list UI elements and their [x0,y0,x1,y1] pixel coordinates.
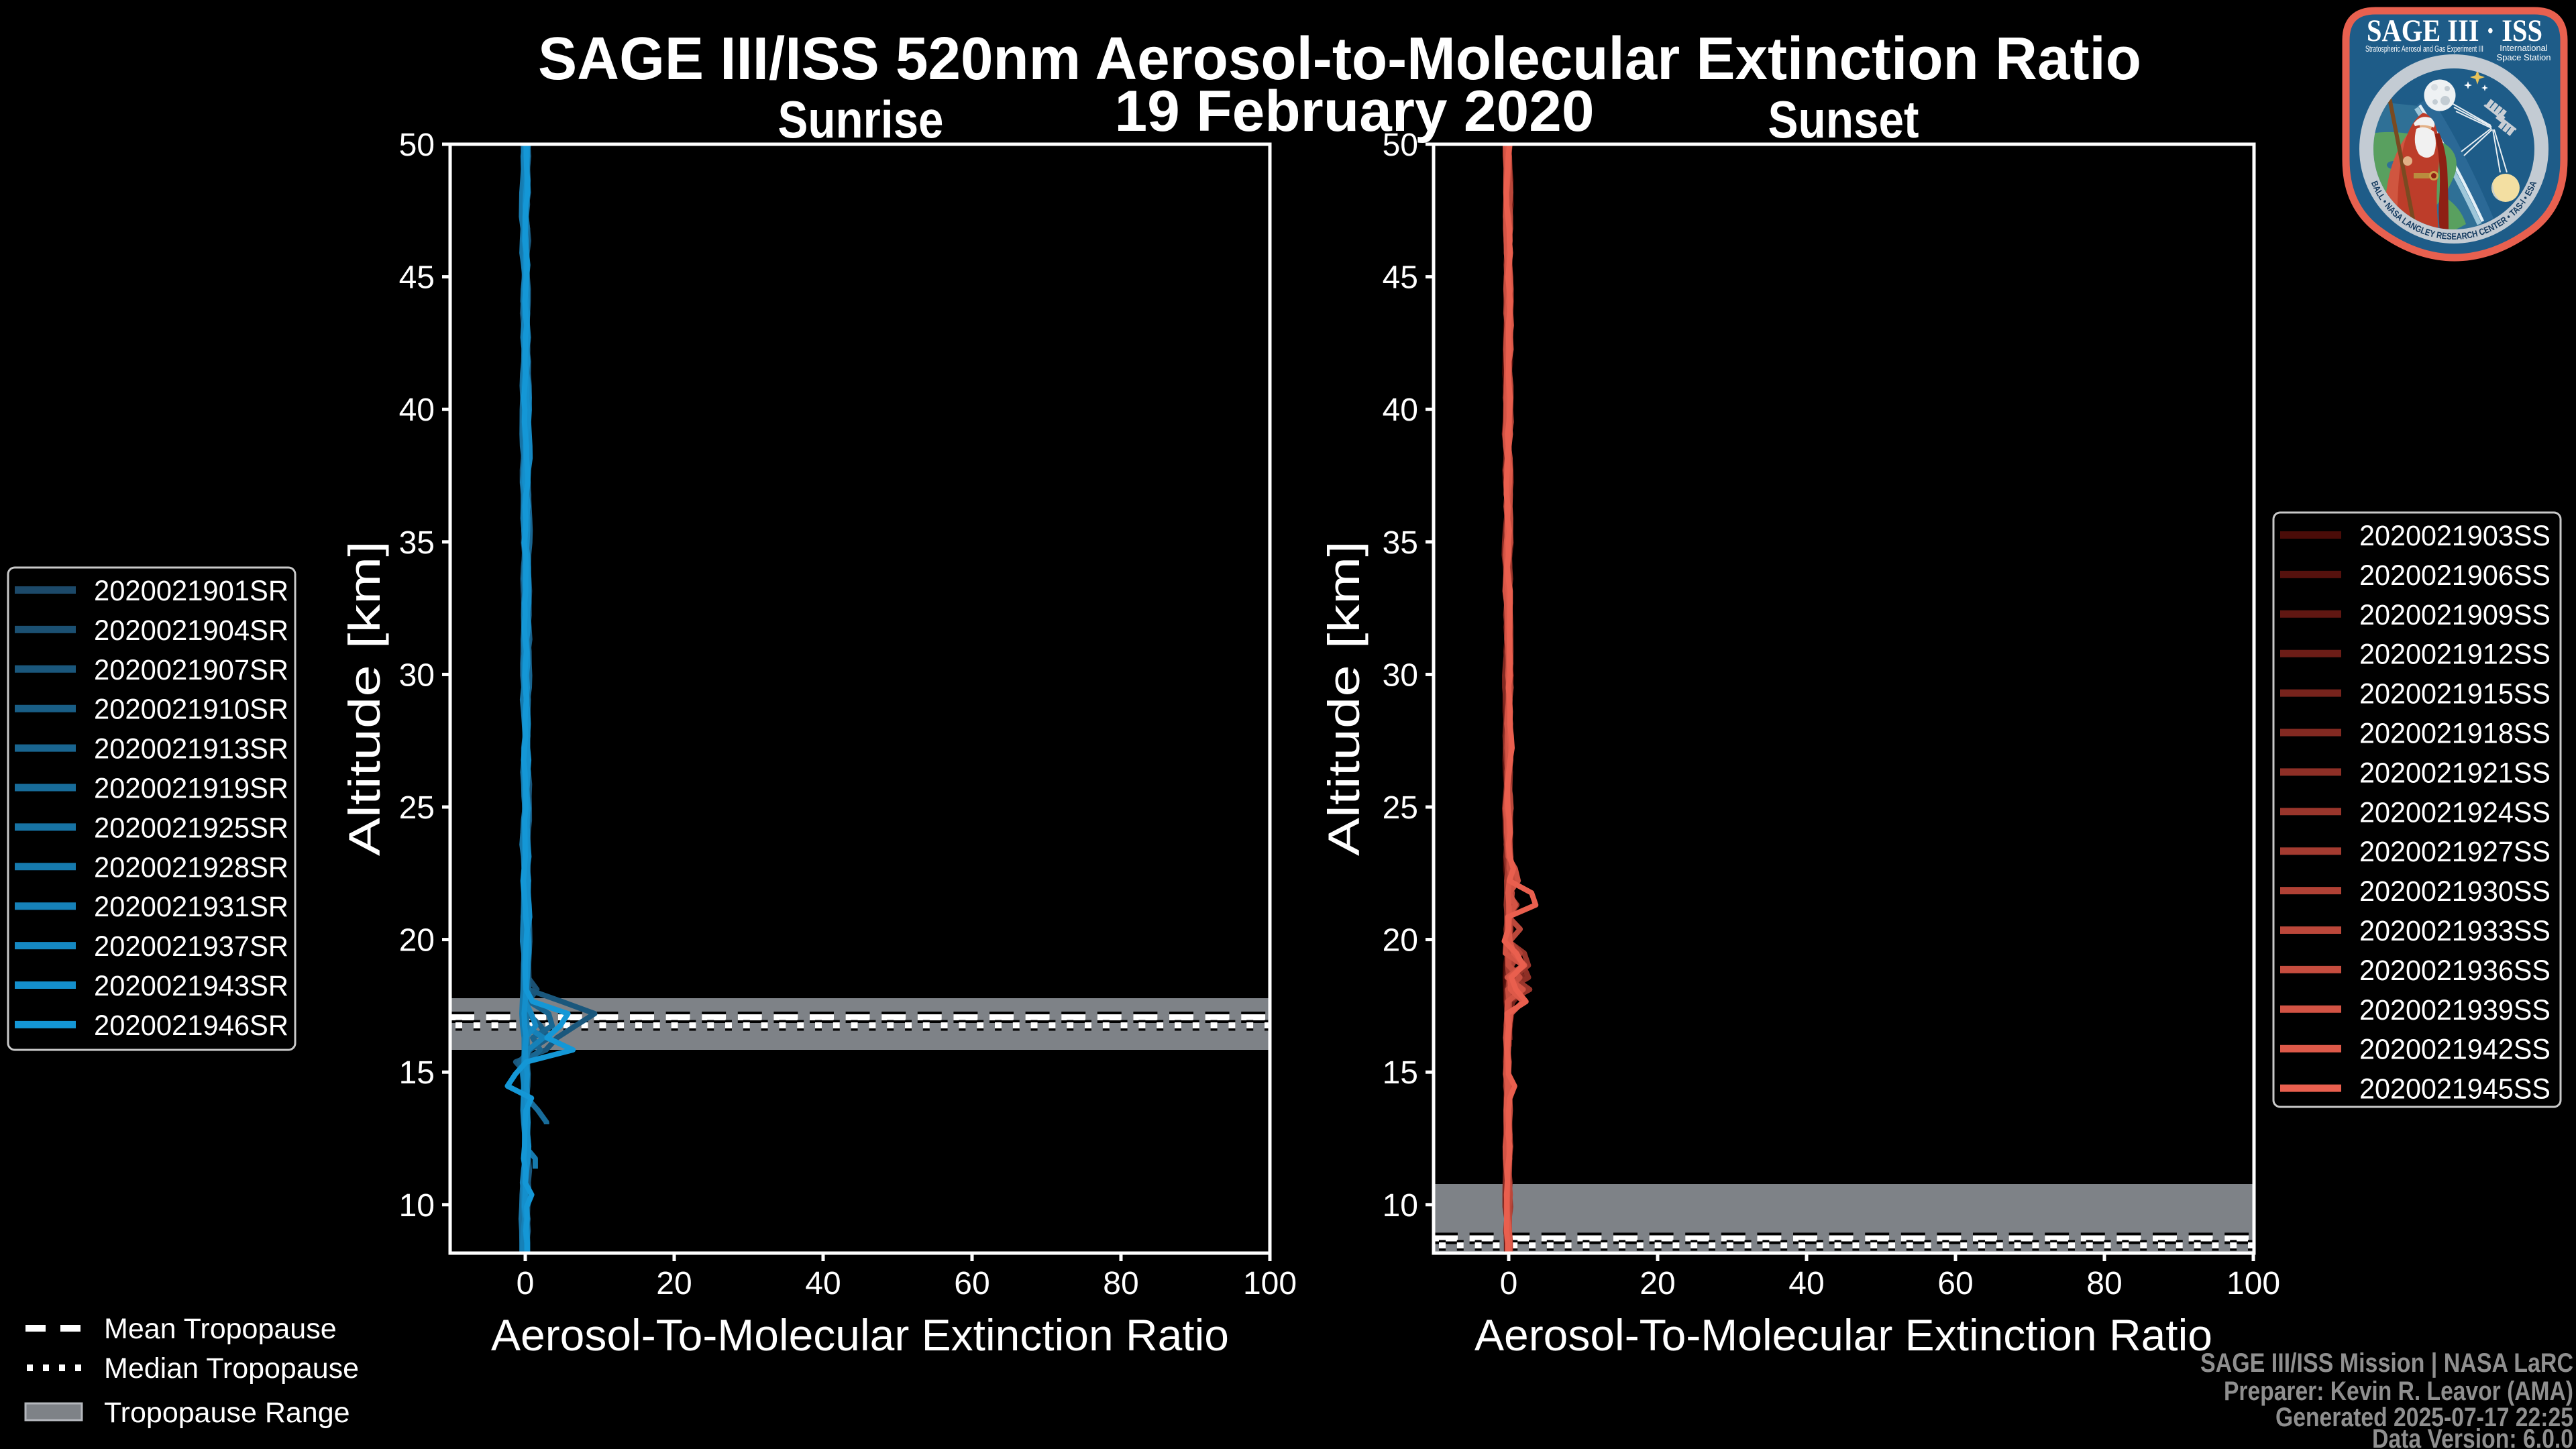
svg-text:35: 35 [399,525,435,561]
svg-text:15: 15 [399,1055,435,1091]
svg-text:0: 0 [517,1266,535,1301]
svg-text:2020021921SS: 2020021921SS [2359,757,2551,789]
svg-text:60: 60 [1937,1266,1973,1301]
svg-text:International: International [2500,43,2548,53]
svg-text:19 February 2020: 19 February 2020 [1115,79,1595,144]
svg-text:25: 25 [399,790,435,826]
svg-text:2020021946SR: 2020021946SR [94,1010,288,1042]
svg-text:30: 30 [399,657,435,693]
svg-text:2020021918SS: 2020021918SS [2359,718,2551,750]
svg-text:0: 0 [1500,1266,1518,1301]
svg-text:2020021909SS: 2020021909SS [2359,599,2551,631]
svg-text:2020021933SS: 2020021933SS [2359,915,2551,947]
svg-text:Altitude [km]: Altitude [km] [1319,541,1368,856]
svg-text:Space Station: Space Station [2497,52,2551,62]
svg-text:2020021931SR: 2020021931SR [94,891,288,923]
svg-text:10: 10 [1383,1188,1418,1224]
svg-text:20: 20 [1640,1266,1675,1301]
svg-text:30: 30 [1383,657,1418,693]
svg-text:45: 45 [1383,260,1418,296]
svg-text:2020021939SS: 2020021939SS [2359,994,2551,1026]
svg-text:2020021937SR: 2020021937SR [94,930,288,963]
svg-text:2020021930SS: 2020021930SS [2359,875,2551,908]
svg-text:2020021912SS: 2020021912SS [2359,639,2551,671]
svg-text:2020021910SR: 2020021910SR [94,694,288,726]
svg-text:10: 10 [399,1188,435,1224]
svg-text:100: 100 [1243,1266,1297,1301]
svg-text:40: 40 [399,392,435,428]
svg-text:Data Version: 6.0.0: Data Version: 6.0.0 [2372,1424,2573,1449]
svg-text:60: 60 [954,1266,989,1301]
svg-text:2020021936SS: 2020021936SS [2359,955,2551,987]
svg-text:Median Tropopause: Median Tropopause [104,1352,359,1385]
svg-text:2020021903SS: 2020021903SS [2359,520,2551,552]
svg-text:Tropopause Range: Tropopause Range [104,1397,350,1429]
svg-text:40: 40 [805,1266,841,1301]
svg-text:Stratospheric Aerosol and Gas: Stratospheric Aerosol and Gas Experiment… [2365,44,2483,54]
svg-text:2020021919SR: 2020021919SR [94,773,288,805]
svg-text:2020021907SR: 2020021907SR [94,654,288,686]
svg-text:2020021913SR: 2020021913SR [94,733,288,765]
svg-text:50: 50 [399,127,435,163]
svg-text:20: 20 [399,923,435,959]
svg-text:SAGE III/ISS Mission | NASA La: SAGE III/ISS Mission | NASA LaRC [2200,1348,2573,1378]
svg-text:Sunrise: Sunrise [778,90,944,149]
svg-text:80: 80 [1103,1266,1138,1301]
svg-text:2020021945SS: 2020021945SS [2359,1073,2551,1106]
svg-text:2020021901SR: 2020021901SR [94,575,288,607]
svg-text:Generated 2025-07-17 22:25: Generated 2025-07-17 22:25 [2275,1403,2573,1432]
svg-text:20: 20 [1383,923,1418,959]
svg-text:2020021915SS: 2020021915SS [2359,678,2551,710]
svg-text:2020021928SR: 2020021928SR [94,851,288,883]
svg-text:35: 35 [1383,525,1418,561]
svg-text:50: 50 [1383,127,1418,163]
svg-text:SAGE III/ISS 520nm Aerosol-to-: SAGE III/ISS 520nm Aerosol-to-Molecular … [538,25,2141,93]
svg-text:15: 15 [1383,1055,1418,1091]
svg-text:40: 40 [1383,392,1418,428]
svg-text:Aerosol-To-Molecular Extinctio: Aerosol-To-Molecular Extinction Ratio [1474,1310,2212,1360]
svg-text:SAGE III · ISS: SAGE III · ISS [2367,13,2542,48]
svg-text:2020021943SR: 2020021943SR [94,970,288,1002]
svg-text:2020021927SS: 2020021927SS [2359,836,2551,868]
svg-text:2020021925SR: 2020021925SR [94,812,288,844]
svg-text:2020021906SS: 2020021906SS [2359,559,2551,592]
svg-text:45: 45 [399,260,435,296]
svg-text:Preparer: Kevin R. Leavor (AMA: Preparer: Kevin R. Leavor (AMA) [2224,1377,2573,1406]
svg-text:20: 20 [656,1266,692,1301]
svg-text:Altitude [km]: Altitude [km] [339,541,389,856]
svg-text:Aerosol-To-Molecular Extinctio: Aerosol-To-Molecular Extinction Ratio [491,1310,1229,1360]
svg-text:Sunset: Sunset [1768,90,1919,149]
svg-text:80: 80 [2086,1266,2122,1301]
svg-text:40: 40 [1788,1266,1824,1301]
svg-text:25: 25 [1383,790,1418,826]
svg-text:2020021904SR: 2020021904SR [94,614,288,647]
svg-text:2020021942SS: 2020021942SS [2359,1034,2551,1066]
svg-text:Mean Tropopause: Mean Tropopause [104,1313,337,1345]
svg-text:100: 100 [2226,1266,2280,1301]
svg-text:2020021924SS: 2020021924SS [2359,796,2551,828]
